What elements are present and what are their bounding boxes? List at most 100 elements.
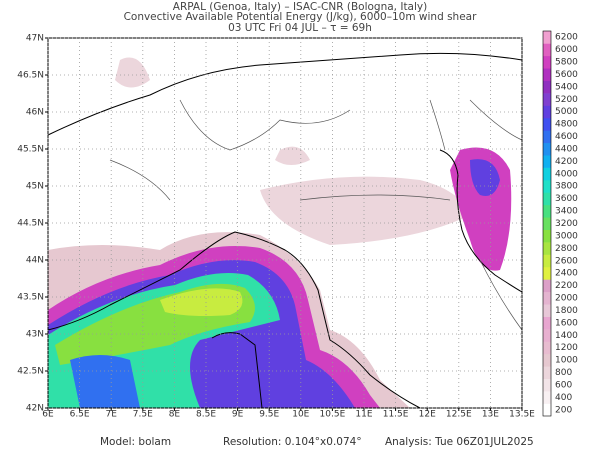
- colorbar-frame: [542, 30, 552, 417]
- coastline: [439, 149, 523, 293]
- colorbar-label: 3000: [555, 231, 578, 241]
- colorbar-cell: [543, 142, 551, 156]
- colorbar-label: 200: [555, 405, 572, 415]
- border: [47, 52, 523, 136]
- colorbar-label: 4200: [555, 157, 578, 167]
- y-tick-label: 45.5N: [17, 145, 44, 155]
- x-tick-label: 11.5E: [383, 410, 409, 420]
- colorbar-cell: [543, 55, 551, 69]
- x-tick-label: 9.5E: [259, 410, 279, 420]
- colorbar-cell: [543, 105, 551, 119]
- x-tick-label: 6.5E: [70, 410, 90, 420]
- colorbar-label: 1600: [555, 318, 578, 328]
- colorbar-cell: [543, 353, 551, 367]
- colorbar-label: 4400: [555, 144, 578, 154]
- x-tick-label: 8E: [169, 410, 181, 420]
- colorbar-cell: [543, 304, 551, 317]
- colorbar-cell: [543, 291, 551, 305]
- colorbar-cell: [543, 279, 551, 293]
- title-line: 03 UTC Fri 04 JUL – τ = 69h: [228, 22, 372, 34]
- colorbar-cell: [543, 192, 551, 206]
- y-tick-label: 44.5N: [17, 219, 44, 229]
- colorbar-label: 5200: [555, 95, 578, 105]
- x-tick-label: 12.5E: [446, 410, 472, 420]
- colorbar-label: 2800: [555, 244, 578, 254]
- colorbar-label: 5600: [555, 70, 578, 80]
- colorbar-label: 4600: [555, 132, 578, 142]
- colorbar-label: 4000: [555, 169, 578, 179]
- colorbar-label: 3200: [555, 219, 578, 229]
- x-tick-label: 7E: [105, 410, 117, 420]
- colorbar-cell: [543, 180, 551, 193]
- colorbar-cell: [543, 254, 551, 268]
- x-tick-label: 13.5E: [509, 410, 535, 420]
- y-tick-label: 43.5N: [17, 293, 44, 303]
- colorbar-cell: [543, 341, 551, 355]
- colorbar-cell: [543, 403, 551, 417]
- y-tick-label: 42.5N: [17, 367, 44, 377]
- x-tick-label: 13E: [482, 410, 499, 420]
- y-tick-label: 47N: [26, 34, 44, 44]
- colorbar-label: 1800: [555, 306, 578, 316]
- x-tick-label: 6E: [42, 410, 54, 420]
- colorbar-cell: [543, 229, 551, 243]
- colorbar-cell: [543, 217, 551, 231]
- y-tick-label: 46.5N: [17, 71, 44, 81]
- x-tick-label: 8.5E: [196, 410, 216, 420]
- colorbar-label: 1000: [555, 356, 578, 366]
- colorbar-label: 600: [555, 380, 572, 390]
- colorbar-cell: [543, 329, 551, 342]
- colorbar-label: 6000: [555, 45, 578, 55]
- x-tick-label: 10E: [292, 410, 309, 420]
- region-border: [109, 99, 523, 331]
- colorbar-cell: [543, 80, 551, 94]
- colorbar-cell: [543, 167, 551, 181]
- y-tick-label: 42N: [26, 404, 44, 414]
- colorbar-cell: [543, 266, 551, 280]
- colorbar-label: 1400: [555, 331, 578, 341]
- footer-text: Resolution: 0.104°x0.074°: [223, 436, 362, 448]
- x-tick-label: 11E: [355, 410, 372, 420]
- colorbar-cell: [543, 93, 551, 106]
- colorbar-cell: [543, 155, 551, 168]
- colorbar-cell: [543, 378, 551, 392]
- colorbar-cell: [543, 391, 551, 404]
- x-tick-label: 9E: [232, 410, 244, 420]
- colorbar-label: 400: [555, 393, 572, 403]
- colorbar-cell: [543, 242, 551, 255]
- x-tick-label: 12E: [419, 410, 436, 420]
- y-tick-label: 46N: [26, 108, 44, 118]
- colorbar-cell: [543, 130, 551, 144]
- colorbar-cell: [543, 366, 551, 380]
- x-tick-label: 10.5E: [320, 410, 346, 420]
- colorbar-cell: [543, 68, 551, 81]
- colorbar-label: 3600: [555, 194, 578, 204]
- footer-text: Analysis: Tue 06Z01JUL2025: [385, 436, 534, 448]
- colorbar-label: 5800: [555, 58, 578, 68]
- colorbar-label: 800: [555, 368, 572, 378]
- cape-area: [115, 57, 470, 245]
- colorbar-label: 6200: [555, 33, 578, 43]
- colorbar-label: 3800: [555, 182, 578, 192]
- cape-area: [160, 288, 243, 316]
- colorbar-cell: [543, 117, 551, 131]
- colorbar-label: 5000: [555, 107, 578, 117]
- colorbar-cell: [543, 204, 551, 218]
- x-tick-label: 7.5E: [133, 410, 153, 420]
- colorbar-label: 2600: [555, 256, 578, 266]
- colorbar-label: 2400: [555, 269, 578, 279]
- footer-text: Model: bolam: [100, 436, 171, 448]
- colorbar-label: 3400: [555, 207, 578, 217]
- colorbar-cell: [543, 316, 551, 330]
- colorbar-label: 1200: [555, 343, 578, 353]
- cape-area: [470, 159, 500, 196]
- colorbar-label: 2000: [555, 294, 578, 304]
- title-line: Convective Available Potential Energy (J…: [124, 11, 478, 23]
- colorbar-label: 5400: [555, 82, 578, 92]
- y-tick-label: 43N: [26, 330, 44, 340]
- y-tick-label: 44N: [26, 256, 44, 266]
- y-tick-label: 45N: [26, 182, 44, 192]
- colorbar-cell: [543, 31, 551, 44]
- colorbar-label: 2200: [555, 281, 578, 291]
